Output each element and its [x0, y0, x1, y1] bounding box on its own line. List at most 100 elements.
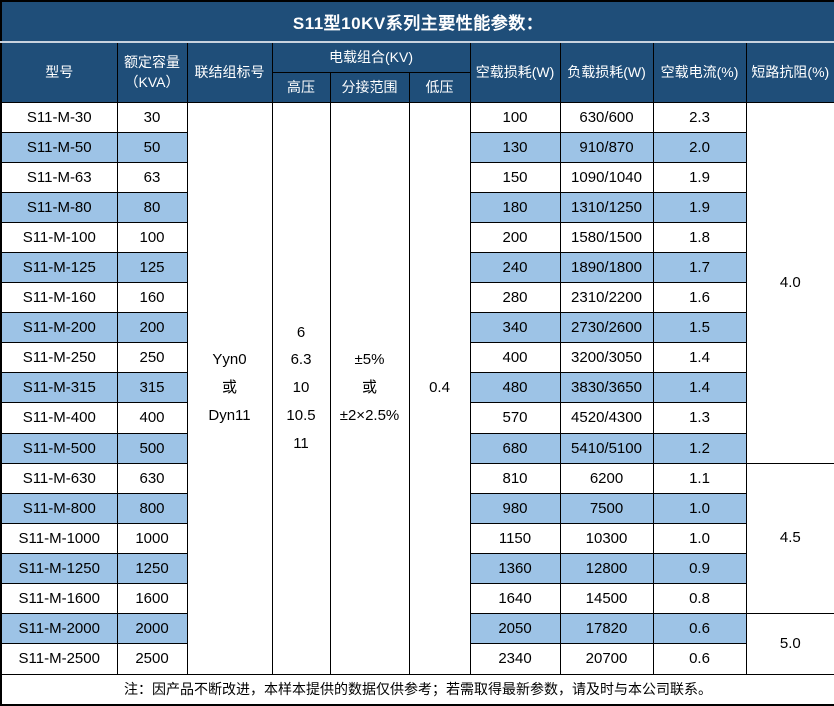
cell-no-load-loss: 100 — [469, 101, 561, 133]
cell-load-loss: 14500 — [559, 582, 654, 615]
col-header-connection: 联结组标号 — [186, 41, 273, 103]
table-row: S11-M-2000 2000 2050 17820 0.6 5.0 — [0, 613, 834, 675]
cell-no-load-loss: 150 — [469, 161, 561, 193]
cell-no-load-current: 0.6 — [652, 643, 747, 675]
cell-no-load-current: 1.5 — [652, 312, 747, 344]
cell-capacity: 200 — [116, 312, 188, 344]
cell-model: S11-M-30 — [0, 101, 118, 133]
cell-model: S11-M-630 — [0, 462, 118, 494]
cell-capacity: 160 — [116, 282, 188, 314]
impedance-group: 5.0 — [745, 613, 834, 675]
cell-model: S11-M-50 — [0, 131, 118, 163]
cell-load-loss: 5410/5100 — [559, 432, 654, 464]
cell-load-loss: 1090/1040 — [559, 161, 654, 193]
cell-capacity: 250 — [116, 342, 188, 374]
cell-no-load-loss: 1150 — [469, 522, 561, 554]
page-title: S11型10KV系列主要性能参数： — [0, 0, 834, 43]
cell-capacity: 500 — [116, 432, 188, 464]
cell-capacity: 2500 — [116, 643, 188, 675]
cell-no-load-current: 0.6 — [652, 613, 747, 645]
cell-load-loss: 1580/1500 — [559, 221, 654, 253]
cell-capacity: 400 — [116, 402, 188, 434]
table-row: S11-M-2500 2500 2340 20700 0.6 — [0, 643, 834, 675]
cell-load-loss: 2310/2200 — [559, 282, 654, 314]
col-header-model: 型号 — [0, 41, 118, 103]
cell-load-loss: 6200 — [559, 462, 654, 494]
cell-no-load-loss: 1640 — [469, 582, 561, 615]
table-row: S11-M-500 500 680 5410/5100 1.2 — [0, 432, 834, 464]
table-row: S11-M-160 160 280 2310/2200 1.6 — [0, 282, 834, 314]
cell-no-load-loss: 200 — [469, 221, 561, 253]
cell-no-load-current: 2.0 — [652, 131, 747, 163]
cell-model: S11-M-1250 — [0, 552, 118, 585]
cell-model: S11-M-500 — [0, 432, 118, 464]
cell-load-loss: 7500 — [559, 492, 654, 524]
cell-model: S11-M-2500 — [0, 643, 118, 675]
cell-load-loss: 10300 — [559, 522, 654, 554]
cell-load-loss: 4520/4300 — [559, 402, 654, 434]
col-header-lv: 低压 — [408, 71, 471, 103]
cell-capacity: 100 — [116, 221, 188, 253]
table-body: S11-M-30 30 Yyn0 或 Dyn11 6 6.3 10 10.5 11 ±5… — [0, 101, 834, 675]
cell-model: S11-M-1600 — [0, 582, 118, 615]
cell-no-load-loss: 2050 — [469, 613, 561, 645]
table-row: S11-M-1600 1600 1640 14500 0.8 — [0, 582, 834, 615]
cell-no-load-current: 1.7 — [652, 251, 747, 284]
cell-no-load-current: 1.2 — [652, 432, 747, 464]
col-header-tap-range: 分接范围 — [329, 71, 410, 103]
cell-no-load-loss: 680 — [469, 432, 561, 464]
cell-load-loss: 630/600 — [559, 101, 654, 133]
table-row: S11-M-630 630 810 6200 1.1 4.5 — [0, 462, 834, 615]
table-row: S11-M-50 50 130 910/870 2.0 — [0, 131, 834, 163]
cell-no-load-loss: 400 — [469, 342, 561, 374]
merged-hv: 6 6.3 10 10.5 11 — [271, 101, 331, 675]
cell-no-load-current: 0.9 — [652, 552, 747, 585]
cell-capacity: 1600 — [116, 582, 188, 615]
cell-load-loss: 3200/3050 — [559, 342, 654, 374]
cell-capacity: 1250 — [116, 552, 188, 585]
cell-model: S11-M-1000 — [0, 522, 118, 554]
cell-no-load-loss: 340 — [469, 312, 561, 344]
cell-no-load-current: 1.3 — [652, 402, 747, 434]
cell-no-load-loss: 570 — [469, 402, 561, 434]
table-row: S11-M-400 400 570 4520/4300 1.3 — [0, 402, 834, 434]
cell-capacity: 63 — [116, 161, 188, 193]
cell-capacity: 80 — [116, 191, 188, 223]
cell-no-load-loss: 980 — [469, 492, 561, 524]
col-header-no-load-current: 空载电流(%) — [652, 41, 747, 103]
cell-no-load-current: 1.8 — [652, 221, 747, 253]
cell-no-load-current: 1.1 — [652, 462, 747, 494]
cell-model: S11-M-315 — [0, 372, 118, 404]
cell-no-load-current: 1.4 — [652, 342, 747, 374]
cell-model: S11-M-80 — [0, 191, 118, 223]
cell-no-load-current: 1.9 — [652, 161, 747, 193]
cell-capacity: 30 — [116, 101, 188, 133]
cell-no-load-loss: 240 — [469, 251, 561, 284]
col-header-impedance: 短路抗阻(%) — [745, 41, 834, 103]
col-header-capacity: 额定容量 （KVA） — [116, 41, 188, 103]
table-row: S11-M-80 80 180 1310/1250 1.9 — [0, 191, 834, 223]
cell-capacity: 2000 — [116, 613, 188, 645]
cell-model: S11-M-2000 — [0, 613, 118, 645]
cell-load-loss: 2730/2600 — [559, 312, 654, 344]
cell-model: S11-M-100 — [0, 221, 118, 253]
col-header-hv: 高压 — [271, 71, 331, 103]
cell-no-load-current: 1.0 — [652, 492, 747, 524]
cell-model: S11-M-160 — [0, 282, 118, 314]
cell-capacity: 800 — [116, 492, 188, 524]
cell-model: S11-M-250 — [0, 342, 118, 374]
col-header-no-load-loss: 空载损耗(W) — [469, 41, 561, 103]
table-row: S11-M-250 250 400 3200/3050 1.4 — [0, 342, 834, 374]
cell-no-load-current: 1.4 — [652, 372, 747, 404]
cell-no-load-loss: 2340 — [469, 643, 561, 675]
footer-note: 注：因产品不断改进，本样本提供的数据仅供参考；若需取得最新参数，请及时与本公司联… — [0, 673, 834, 706]
table-row: S11-M-1000 1000 1150 10300 1.0 — [0, 522, 834, 554]
table-row: S11-M-30 30 Yyn0 或 Dyn11 6 6.3 10 10.5 11 ±5… — [0, 101, 834, 675]
cell-no-load-current: 2.3 — [652, 101, 747, 133]
cell-load-loss: 1890/1800 — [559, 251, 654, 284]
impedance-group: 4.5 — [745, 462, 834, 615]
cell-load-loss: 3830/3650 — [559, 372, 654, 404]
cell-load-loss: 12800 — [559, 552, 654, 585]
cell-no-load-current: 0.8 — [652, 582, 747, 615]
